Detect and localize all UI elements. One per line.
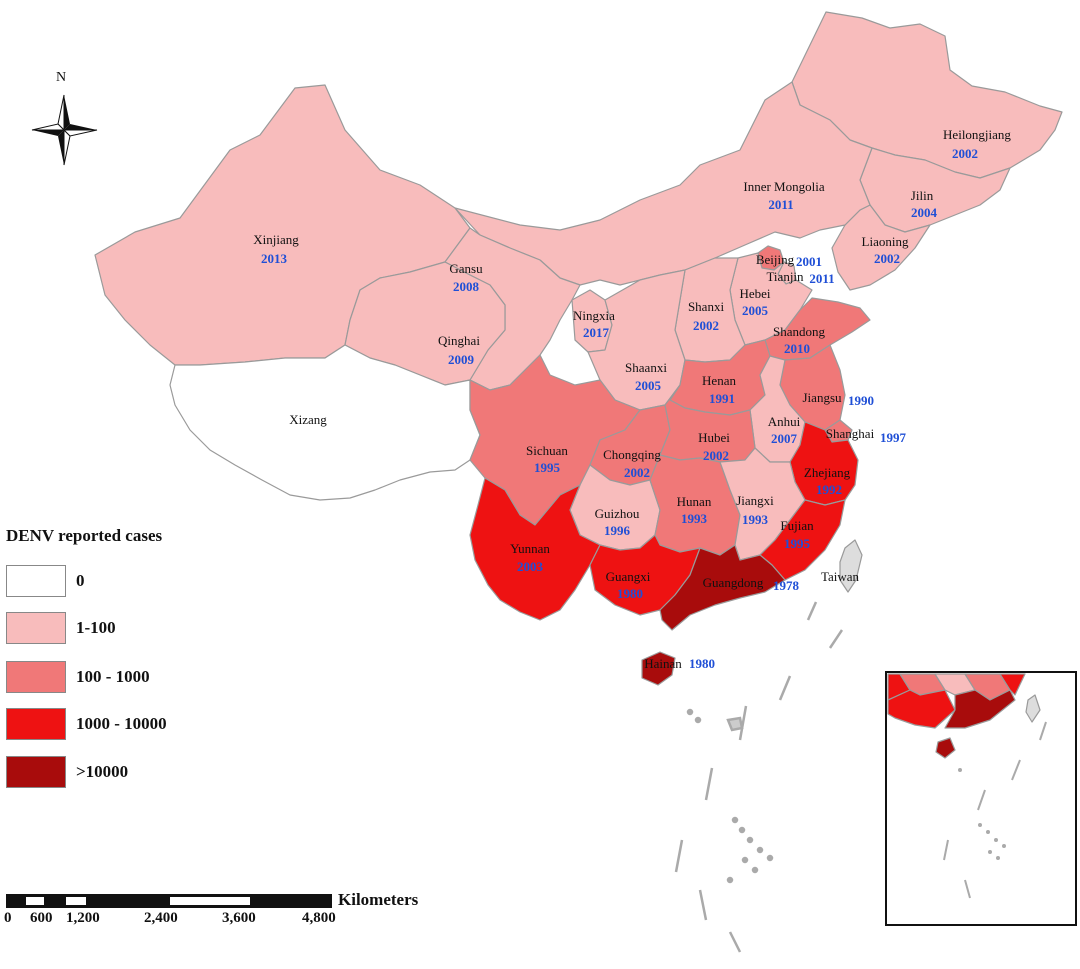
label-shandong: Shandong [773,324,826,339]
year-henan: 1991 [709,391,735,406]
year-heilongjiang: 2002 [952,146,978,161]
label-guangxi: Guangxi [606,569,651,584]
year-shandong: 2010 [784,341,810,356]
year-jilin: 2004 [911,205,938,220]
scale-tick-label: 4,800 [302,910,336,926]
province-yunnan [469,477,601,621]
legend-swatch [6,661,66,693]
label-shaanxi: Shaanxi [625,360,667,375]
province-guangdong [659,544,786,631]
label-hainan: Hainan [644,656,682,671]
label-guangdong: Guangdong [703,575,764,590]
south-china-sea-islands [674,601,844,953]
scale-tick-label: 0 [4,910,12,926]
year-hunan: 1993 [681,511,708,526]
inset-map [885,671,1077,926]
label-taiwan: Taiwan [821,569,860,584]
label-fujian: Fujian [780,518,814,533]
year-shanghai: 1997 [880,430,907,445]
label-shanghai: Shanghai [826,426,875,441]
year-fujian: 1995 [784,536,811,551]
label-inner-mongolia: Inner Mongolia [743,179,824,194]
year-xinjiang: 2013 [261,251,288,266]
province-inner-mongolia [454,81,873,286]
label-chongqing: Chongqing [603,447,661,462]
legend-item: 1000 - 10000 [6,707,167,741]
label-qinghai: Qinghai [438,333,480,348]
label-hunan: Hunan [677,494,712,509]
label-anhui: Anhui [768,414,801,429]
year-liaoning: 2002 [874,251,900,266]
legend-label: 1000 - 10000 [76,714,167,733]
province-fujian [759,499,846,581]
label-hebei: Hebei [739,286,770,301]
year-inner-mongolia: 2011 [768,197,793,212]
label-xinjiang: Xinjiang [253,232,299,247]
scale-tick-label: 600 [30,910,53,926]
year-shaanxi: 2005 [635,378,662,393]
year-guizhou: 1996 [604,523,631,538]
label-hubei: Hubei [698,430,730,445]
label-zhejiang: Zhejiang [804,465,851,480]
year-tianjin: 2011 [809,271,834,286]
year-sichuan: 1995 [534,460,561,475]
label-ningxia: Ningxia [573,308,615,323]
label-yunnan: Yunnan [510,541,550,556]
province-hainan [641,651,676,686]
year-yunnan: 2003 [517,559,544,574]
label-tianjin: Tianjin [766,269,804,284]
legend-item: 0 [6,564,85,598]
year-beijing: 2001 [796,254,822,269]
legend-item: 100 - 1000 [6,660,150,694]
label-guizhou: Guizhou [595,506,640,521]
year-chongqing: 2002 [624,465,650,480]
legend-swatch [6,708,66,740]
label-xizang: Xizang [289,412,327,427]
legend-label: 1-100 [76,618,116,637]
scale-tick-label: 3,600 [222,910,256,926]
label-heilongjiang: Heilongjiang [943,127,1011,142]
legend-item: >10000 [6,755,128,789]
year-ningxia: 2017 [583,325,610,340]
legend-title: DENV reported cases [6,526,163,545]
year-hainan: 1980 [689,656,715,671]
scale-bar [6,894,332,908]
north-arrow-icon [31,94,98,166]
year-zhejiang: 1992 [816,482,842,497]
legend-item: 1-100 [6,611,116,645]
year-jiangxi: 1993 [742,512,769,527]
label-beijing: Beijing [756,252,795,267]
year-gansu: 2008 [453,279,480,294]
legend-label: 0 [76,571,85,590]
label-shanxi: Shanxi [688,299,725,314]
label-jiangsu: Jiangsu [803,390,843,405]
scale-unit-label: Kilometers [338,890,419,909]
scale-tick-label: 1,200 [66,910,100,926]
year-anhui: 2007 [771,431,798,446]
label-liaoning: Liaoning [862,234,909,249]
year-shanxi: 2002 [693,318,719,333]
year-qinghai: 2009 [448,352,475,367]
label-gansu: Gansu [449,261,483,276]
year-jiangsu: 1990 [848,393,874,408]
north-label: N [56,70,67,85]
year-guangdong: 1978 [773,578,800,593]
year-hebei: 2005 [742,303,769,318]
label-henan: Henan [702,373,736,388]
year-hubei: 2002 [703,448,729,463]
legend-label: >10000 [76,762,129,781]
year-guangxi: 1980 [617,586,643,601]
province-xizang [169,344,481,501]
label-jilin: Jilin [911,188,934,203]
label-sichuan: Sichuan [526,443,568,458]
legend-label: 100 - 1000 [76,667,150,686]
legend-swatch [6,565,66,597]
legend-swatch [6,756,66,788]
label-jiangxi: Jiangxi [736,493,774,508]
scale-tick-label: 2,400 [144,910,178,926]
legend-swatch [6,612,66,644]
province-taiwan [839,539,863,593]
